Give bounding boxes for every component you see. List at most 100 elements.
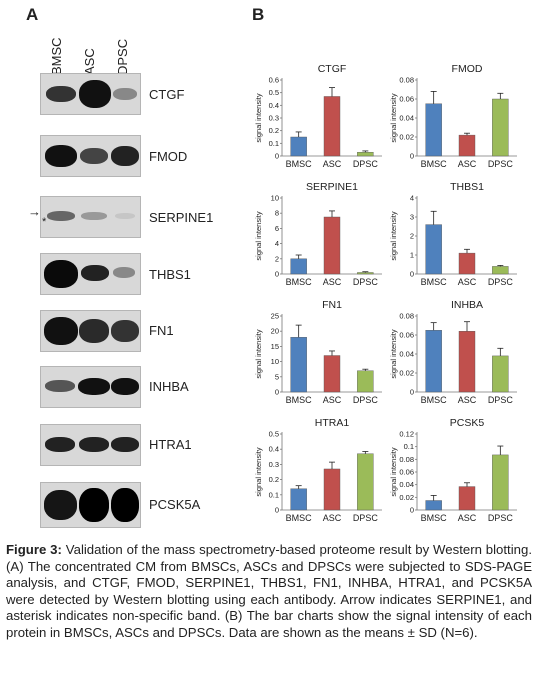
bar-dpsc	[357, 370, 374, 393]
bar-dpsc	[492, 98, 509, 157]
y-tick-label: 0	[275, 152, 279, 161]
bar-asc	[323, 216, 341, 275]
band	[81, 265, 109, 281]
protein-label: FMOD	[149, 149, 188, 164]
y-tick-label: 0	[410, 388, 414, 397]
y-tick-label: 4	[410, 194, 414, 203]
y-tick-label: 0.02	[399, 133, 414, 142]
x-tick-label: ASC	[458, 513, 477, 523]
bar-asc	[458, 486, 476, 511]
protein-label: HTRA1	[149, 437, 192, 452]
x-tick-label: BMSC	[421, 395, 448, 405]
x-tick-label: DPSC	[488, 159, 514, 169]
nonspecific-asterisk: *	[42, 216, 47, 228]
y-tick-label: 0.06	[399, 95, 414, 104]
x-tick-label: BMSC	[286, 277, 313, 287]
x-tick-label: BMSC	[421, 513, 448, 523]
chart-thbs1: THBS1 signal intensity 0 1 2 3 4 BMSC ASC DPSC	[387, 176, 522, 294]
band	[46, 86, 76, 102]
y-tick-label: 0	[410, 152, 414, 161]
y-tick-label: 0.04	[399, 350, 414, 359]
y-tick-label: 0.1	[404, 442, 414, 451]
band	[113, 267, 135, 278]
chart-svg: FMOD signal intensity 0 0.02 0.04 0.06 0.08 BMS…	[389, 63, 517, 169]
chart-title: THBS1	[450, 181, 484, 193]
band	[81, 212, 107, 220]
bar-dpsc	[492, 454, 509, 511]
band	[111, 378, 139, 395]
y-tick-label: 0.4	[269, 101, 279, 110]
x-tick-label: BMSC	[286, 395, 313, 405]
bar-asc	[323, 468, 341, 511]
bar-asc	[458, 134, 476, 157]
x-tick-label: ASC	[323, 277, 342, 287]
y-tick-label: 4	[275, 239, 279, 248]
protein-label: SERPINE1	[149, 210, 214, 225]
y-axis-label: signal intensity	[254, 93, 263, 142]
y-tick-label: 0	[275, 388, 279, 397]
x-tick-label: BMSC	[286, 513, 313, 523]
x-tick-label: DPSC	[353, 395, 379, 405]
band	[79, 80, 111, 108]
bar-bmsc	[425, 103, 442, 157]
lane-header-bmsc: BMSC	[49, 37, 64, 75]
protein-label: FN1	[149, 323, 174, 338]
y-tick-label: 0.3	[269, 114, 279, 123]
y-tick-label: 25	[271, 312, 279, 321]
blot-fmod	[40, 135, 141, 177]
band	[45, 437, 75, 452]
y-axis-label: signal intensity	[254, 329, 263, 378]
bar-dpsc	[357, 453, 374, 511]
y-tick-label: 2	[275, 254, 279, 263]
lane-header-dpsc: DPSC	[115, 38, 130, 75]
y-tick-label: 0.1	[269, 490, 279, 499]
chart-title: HTRA1	[315, 417, 350, 429]
chart-svg: FN1 signal intensity 0 5 10 15 20 25 BMSC ASC DPSC	[254, 299, 382, 405]
chart-serpine1: SERPINE1 signal intensity 0 2 4 6 8 10 BMSC ASC DP…	[252, 176, 387, 294]
bar-dpsc	[357, 272, 374, 275]
panel-a-label: A	[26, 5, 39, 24]
y-tick-label: 0.04	[399, 480, 414, 489]
y-tick-label: 0.1	[269, 139, 279, 148]
chart-title: PCSK5	[450, 417, 485, 429]
y-axis-label: signal intensity	[254, 447, 263, 496]
band	[111, 320, 139, 342]
x-tick-label: ASC	[458, 395, 477, 405]
chart-title: FMOD	[452, 63, 483, 75]
band	[44, 490, 77, 520]
protein-label: PCSK5A	[149, 497, 201, 512]
bar-asc	[323, 96, 341, 157]
chart-svg: INHBA signal intensity 0 0.02 0.04 0.06 0.08 BM…	[389, 299, 517, 405]
chart-svg: CTGF signal intensity 0 0.1 0.2 0.3 0.4 0.5 0.6 B…	[254, 63, 382, 169]
bar-bmsc	[425, 500, 442, 511]
chart-pcsk5: PCSK5 signal intensity 0 0.02 0.04 0.06 0.08 0.…	[387, 412, 522, 530]
y-tick-label: 10	[271, 194, 279, 203]
caption-text: Validation of the mass spectrometry-base…	[6, 542, 532, 640]
bar-bmsc	[290, 136, 307, 157]
bar-dpsc	[492, 266, 509, 275]
x-tick-label: BMSC	[286, 159, 313, 169]
y-tick-label: 0	[275, 506, 279, 515]
bar-bmsc	[290, 258, 307, 275]
chart-svg: PCSK5 signal intensity 0 0.02 0.04 0.06 0.08 0.…	[389, 417, 517, 523]
x-tick-label: DPSC	[488, 395, 514, 405]
y-axis-label: signal intensity	[389, 211, 398, 260]
chart-ctgf: CTGF signal intensity 0 0.1 0.2 0.3 0.4 0.5 0.6 B…	[252, 58, 387, 176]
band	[113, 88, 137, 100]
x-tick-label: BMSC	[421, 159, 448, 169]
x-tick-label: ASC	[323, 513, 342, 523]
y-tick-label: 0.06	[399, 331, 414, 340]
chart-svg: HTRA1 signal intensity 0 0.1 0.2 0.3 0.4 0.5 BMS…	[254, 417, 382, 523]
y-tick-label: 0.4	[269, 445, 279, 454]
blot-serpine1	[40, 196, 141, 238]
y-axis-label: signal intensity	[389, 329, 398, 378]
blot-htra1	[40, 424, 141, 466]
protein-label: THBS1	[149, 267, 191, 282]
panel-b-label: B	[252, 5, 265, 24]
y-tick-label: 0.02	[399, 369, 414, 378]
y-tick-label: 0.12	[399, 430, 414, 439]
y-tick-label: 0.08	[399, 312, 414, 321]
x-tick-label: ASC	[323, 159, 342, 169]
band	[79, 319, 109, 343]
y-tick-label: 0	[275, 270, 279, 279]
